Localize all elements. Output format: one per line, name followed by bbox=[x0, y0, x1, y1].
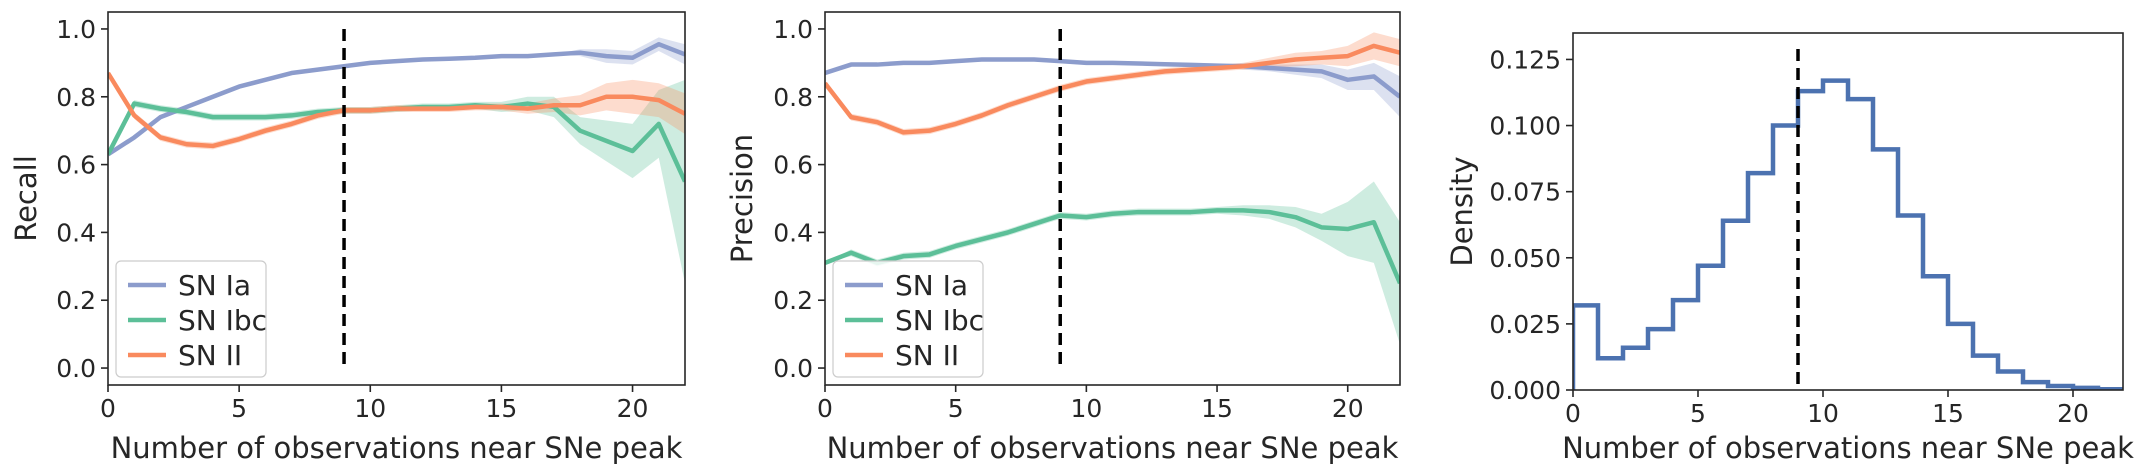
chart-1-x-axis-label: Number of observations near SNe peak bbox=[111, 431, 683, 465]
chart-2-legend-label-sn-ia: SN Ia bbox=[895, 269, 968, 302]
chart-1-legend-label-sn-ii: SN II bbox=[178, 339, 242, 372]
chart-3-frame bbox=[1572, 32, 2124, 391]
chart-1-y-tick-label: 1.0 bbox=[56, 15, 96, 44]
chart-2-band-sn-ia bbox=[825, 59, 1400, 118]
chart-3-y-tick-label: 0.075 bbox=[1489, 178, 1561, 207]
chart-2-y-tick-label: 0.8 bbox=[773, 83, 813, 112]
chart-1-plot-area bbox=[108, 37, 685, 284]
chart-1-line-sn-ii bbox=[108, 71, 685, 149]
chart-1-y-tick-label: 0.4 bbox=[56, 218, 96, 247]
chart-3-y-tick-label: 0.100 bbox=[1489, 112, 1561, 141]
chart-1-y-tick-label: 0.8 bbox=[56, 83, 96, 112]
chart-2-x-tick-label: 10 bbox=[1070, 394, 1102, 423]
chart-3-histogram-step bbox=[1573, 78, 2123, 390]
chart-1-legend-box bbox=[115, 260, 267, 378]
chart-1-y-axis-label: Recall bbox=[9, 155, 43, 242]
chart-1-x-tick-label: 5 bbox=[231, 394, 247, 423]
chart-2-x-tick-label: 15 bbox=[1201, 394, 1233, 423]
chart-3-x-tick-label: 20 bbox=[2057, 399, 2089, 428]
chart-1-legend-label-sn-ibc: SN Ibc bbox=[178, 304, 267, 337]
chart-2: 0 5 10 15 20 0.0 0.2 0.4 0.6 0.8 1.0 Number of obse… bbox=[725, 11, 1401, 465]
chart-2-y-tick-label: 0.0 bbox=[773, 354, 813, 383]
chart-3-y-tick-label: 0.000 bbox=[1489, 376, 1561, 405]
chart-1-x-tick-label: 0 bbox=[100, 394, 116, 423]
chart-1-legend-label-sn-ia: SN Ia bbox=[178, 269, 251, 302]
chart-2-legend-box bbox=[832, 260, 984, 378]
chart-1: 0 5 10 15 20 0.0 0.2 0.4 0.6 0.8 1.0 Number of obse… bbox=[9, 11, 686, 465]
chart-2-plot-area bbox=[825, 32, 1400, 345]
chart-3-plot-area bbox=[1573, 78, 2123, 390]
chart-3-y-tick-label: 0.025 bbox=[1489, 310, 1561, 339]
chart-1-line-sn-ia bbox=[108, 41, 685, 157]
chart-3: 0 5 10 15 20 0.000 0.025 0.050 0.075 0.100 0.125 Nu… bbox=[1445, 32, 2134, 465]
chart-1-x-tick-label: 10 bbox=[354, 394, 386, 423]
chart-3-x-tick-label: 10 bbox=[1807, 399, 1839, 428]
chart-2-legend-label-sn-ii: SN II bbox=[895, 339, 959, 372]
chart-3-x-tick-label: 5 bbox=[1690, 399, 1706, 428]
chart-3-x-tick-label: 0 bbox=[1565, 399, 1581, 428]
chart-3-y-tick-label: 0.050 bbox=[1489, 244, 1561, 273]
chart-3-x-tick-label: 15 bbox=[1932, 399, 1964, 428]
chart-3-y-tick-label: 0.125 bbox=[1489, 45, 1561, 74]
chart-2-line-sn-ii bbox=[825, 43, 1400, 135]
chart-2-frame bbox=[824, 11, 1401, 386]
chart-2-legend-label-sn-ibc: SN Ibc bbox=[895, 304, 984, 337]
chart-1-x-tick-label: 15 bbox=[486, 394, 518, 423]
chart-2-x-tick-label: 5 bbox=[948, 394, 964, 423]
chart-3-x-axis-label: Number of observations near SNe peak bbox=[1562, 431, 2134, 465]
chart-2-band-sn-ii bbox=[825, 32, 1400, 136]
chart-2-y-tick-label: 0.4 bbox=[773, 218, 813, 247]
chart-1-band-sn-ii bbox=[108, 73, 685, 150]
chart-2-y-tick-label: 0.6 bbox=[773, 151, 813, 180]
chart-2-line-sn-ibc bbox=[825, 208, 1400, 285]
chart-2-x-tick-label: 20 bbox=[1332, 394, 1364, 423]
chart-2-y-tick-label: 1.0 bbox=[773, 15, 813, 44]
chart-2-y-axis-label: Precision bbox=[725, 134, 759, 263]
chart-1-y-tick-label: 0.2 bbox=[56, 286, 96, 315]
chart-2-line-sn-ia bbox=[825, 57, 1400, 99]
chart-1-frame bbox=[107, 11, 686, 386]
chart-1-y-tick-label: 0.0 bbox=[56, 354, 96, 383]
chart-2-y-tick-label: 0.2 bbox=[773, 286, 813, 315]
chart-2-x-axis-label: Number of observations near SNe peak bbox=[827, 431, 1399, 465]
chart-3-y-axis-label: Density bbox=[1445, 156, 1479, 266]
chart-2-x-tick-label: 0 bbox=[817, 394, 833, 423]
chart-1-x-tick-label: 20 bbox=[617, 394, 649, 423]
chart-1-y-tick-label: 0.6 bbox=[56, 151, 96, 180]
